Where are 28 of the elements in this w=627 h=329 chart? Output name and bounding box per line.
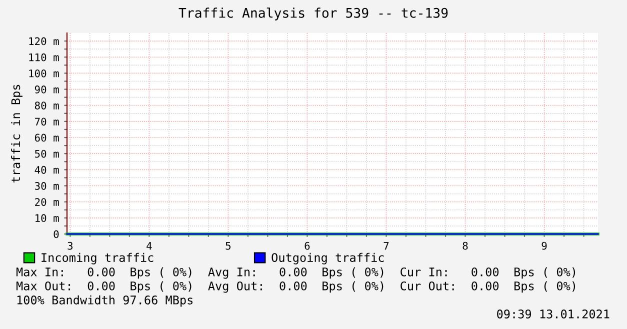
text: 100% Bandwidth 97.66 MBps: [17, 295, 193, 307]
y-tick-label: 60 m: [34, 134, 59, 142]
y-tick-label: 80 m: [34, 102, 59, 110]
x-tick-label: 7: [384, 242, 389, 250]
y-tick-label: 110 m: [29, 53, 59, 62]
text: Max Out: 0.00 Bps ( 0%) Avg Out: 0.00 Bps ( 0%) Cur Out: 0.00 Bps ( 0%): [16, 281, 576, 293]
x-tick-label: 6: [304, 242, 310, 250]
text: 09:39 13.01.2021: [497, 310, 610, 318]
y-tick-label: 0: [54, 230, 59, 238]
text: Max In: 0.00 Bps ( 0%) Avg In: 0.00 Bps ( 0%) Cur In: 0.00 Bps ( 0%): [16, 267, 576, 279]
y-tick-label: 20 m: [35, 198, 59, 206]
x-tick-label: 5: [226, 242, 230, 250]
x-tick-label: 3: [68, 242, 73, 250]
chart-title: Traffic Analysis for 539 -- tc-139: [178, 8, 448, 20]
x-tick-label: 8: [462, 242, 468, 250]
legend-label: Incoming traffic: [42, 252, 154, 264]
y-tick-label: 70 m: [34, 118, 59, 126]
x-tick-label: 4: [146, 242, 152, 250]
y-tick-label: 90 m: [34, 86, 59, 94]
y-tick-label: 120 m: [29, 37, 59, 46]
y-tick-label: 10 m: [36, 214, 59, 222]
y-tick-label: 50 m: [35, 150, 59, 158]
y-tick-label: 30 m: [34, 182, 59, 190]
y-tick-label: 100 m: [29, 69, 59, 78]
y-axis-title: traffic in Bps: [11, 84, 22, 182]
x-tick-label: 9: [542, 242, 547, 250]
y-tick-label: 40 m: [34, 166, 59, 174]
legend-label: Outgoing traffic: [272, 252, 384, 264]
